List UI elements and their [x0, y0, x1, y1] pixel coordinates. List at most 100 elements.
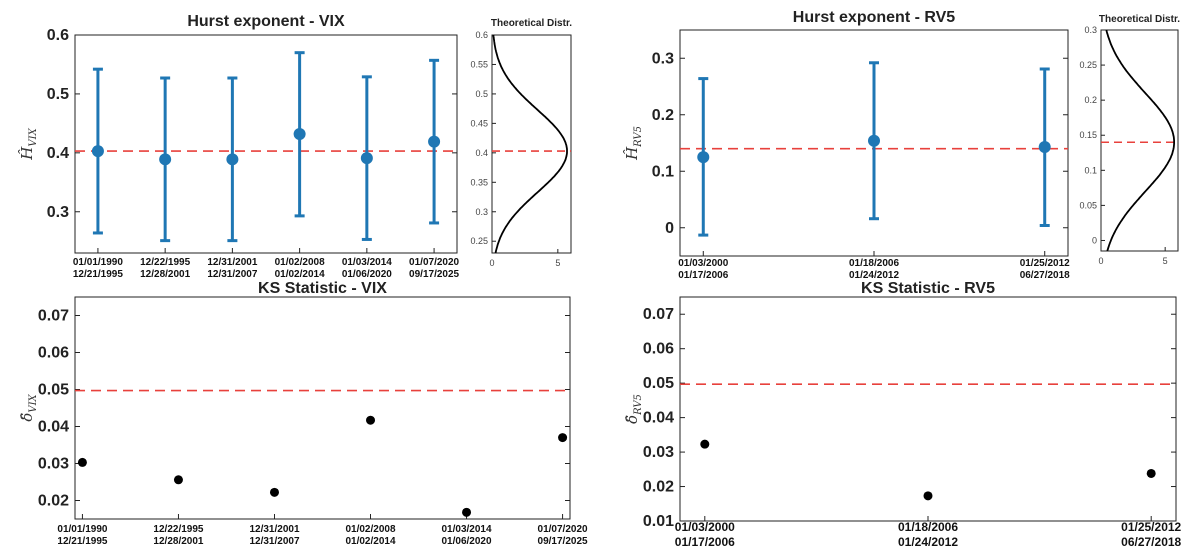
x-tick-label-start: 01/01/1990 — [57, 524, 107, 535]
chart-theoretical-distribution: Theoretical Distr.0.3 0.25 0.2 0.15 0.1 0.05 0… — [1079, 14, 1180, 266]
data-point — [697, 151, 710, 164]
x-tick-label-start: 01/07/2020 — [538, 524, 588, 535]
y-tick-label: 0.6 — [47, 27, 69, 44]
y-tick-label: 0.45 — [470, 118, 488, 128]
x-tick-label: 5 — [555, 258, 560, 268]
x-tick-label-start: 01/25/2012 — [1020, 258, 1070, 269]
x-tick-label-start: 01/02/2008 — [275, 257, 325, 268]
x-tick-label-start: 01/25/2012 — [1121, 520, 1181, 534]
x-tick-label-end: 12/28/2001 — [153, 536, 203, 547]
x-tick-label-start: 01/07/2020 — [409, 257, 459, 268]
y-axis-label-main: Ĥ — [18, 146, 36, 161]
y-tick-label: 0.3 — [652, 50, 674, 67]
x-tick-label-end: 12/28/2001 — [140, 269, 190, 280]
x-tick-label-end: 01/02/2014 — [345, 536, 395, 547]
data-point — [868, 134, 880, 147]
plot-frame — [74, 296, 571, 520]
data-point — [1038, 140, 1051, 153]
y-tick-label: 0.02 — [38, 493, 69, 510]
x-tick-label-start: 01/03/2000 — [678, 258, 728, 269]
x-tick-label-end: 06/27/2018 — [1121, 535, 1181, 549]
y-tick-label: 0.4 — [475, 148, 488, 158]
x-tick-label-start: 01/01/1990 — [73, 257, 123, 268]
x-tick-label-end: 09/17/2025 — [538, 536, 588, 547]
x-tick-label-start: 01/18/2006 — [898, 520, 958, 534]
chart-title: Hurst exponent - RV5 — [793, 9, 956, 26]
y-tick-label: 0.25 — [470, 236, 488, 246]
data-point — [700, 439, 710, 449]
x-tick-label-end: 01/02/2014 — [275, 269, 325, 280]
y-tick-label: 0.3 — [475, 207, 488, 217]
y-tick-label: 0.15 — [1079, 130, 1097, 140]
data-point — [1146, 468, 1156, 478]
chart-title: Hurst exponent - VIX — [187, 13, 345, 30]
y-tick-label: 0.2 — [652, 107, 674, 124]
y-axis-label: ĤRV5 — [623, 126, 644, 161]
data-point — [558, 433, 568, 443]
data-point — [293, 127, 306, 140]
chart-title: Theoretical Distr. — [1099, 14, 1180, 25]
chart-title: KS Statistic - VIX — [258, 280, 387, 297]
y-axis-label-subscript: RV5 — [633, 394, 644, 416]
y-tick-label: 0.05 — [643, 375, 674, 392]
x-tick-label-end: 12/31/2007 — [249, 536, 299, 547]
y-axis-label-main: δ̂ — [18, 413, 36, 422]
y-axis-label-subscript: VIX — [28, 393, 39, 412]
x-tick-label-end: 06/27/2018 — [1020, 270, 1070, 281]
x-tick-label-start: 01/03/2000 — [675, 520, 735, 534]
y-axis-label-subscript: VIX — [28, 127, 39, 146]
x-tick-label-start: 12/31/2001 — [207, 257, 257, 268]
x-tick-label: 0 — [489, 258, 494, 268]
y-axis-label-main: Ĥ — [623, 146, 641, 161]
y-axis-label: ĤVIX — [18, 127, 39, 160]
x-tick-label-end: 09/17/2025 — [409, 269, 459, 280]
data-point — [226, 153, 239, 166]
y-tick-label: 0.05 — [38, 382, 69, 399]
y-tick-label: 0.1 — [652, 163, 674, 180]
data-point — [159, 153, 172, 166]
y-tick-label: 0.6 — [475, 30, 488, 40]
x-tick-label-end: 01/24/2012 — [849, 270, 899, 281]
y-tick-label: 0.55 — [470, 59, 488, 69]
data-point — [91, 145, 104, 158]
x-tick-label-start: 01/18/2006 — [849, 258, 899, 269]
data-point — [462, 507, 472, 517]
plot-frame — [1100, 29, 1179, 252]
data-point — [428, 135, 441, 148]
x-tick-label-start: 12/22/1995 — [140, 257, 190, 268]
x-tick-label-end: 01/17/2006 — [678, 270, 728, 281]
y-axis-label-main: δ̂ — [623, 415, 641, 424]
x-tick-label-end: 12/31/2007 — [207, 269, 257, 280]
chart-ks-statistic-vix: KS Statistic - VIX 0.07 0.06 0.05 0.04 0.03 0.… — [18, 280, 588, 547]
x-tick-label-end: 12/21/1995 — [73, 269, 123, 280]
chart-title: Theoretical Distr. — [491, 18, 572, 29]
data-point — [173, 475, 183, 485]
data-point — [923, 491, 933, 501]
y-tick-label: 0.07 — [38, 308, 69, 325]
x-tick-label-start: 01/03/2014 — [442, 524, 492, 535]
plot-frame — [74, 34, 458, 254]
density-curve — [492, 34, 568, 254]
x-tick-label-start: 01/02/2008 — [345, 524, 395, 535]
chart-hurst-exponent-vix: Hurst exponent - VIX 0.6 0.5 0.4 0.3 01/01/19… — [18, 13, 460, 280]
y-tick-label: 0.03 — [643, 444, 674, 461]
y-tick-label: 0.35 — [470, 177, 488, 187]
data-point — [269, 487, 279, 497]
y-tick-label: 0.05 — [1079, 200, 1097, 210]
y-tick-label: 0.06 — [643, 341, 674, 358]
y-tick-label: 0.03 — [38, 456, 69, 473]
x-tick-label-end: 01/17/2006 — [675, 535, 735, 549]
x-tick-label-end: 12/21/1995 — [57, 536, 107, 547]
density-curve — [1105, 29, 1175, 252]
x-tick-label-end: 01/24/2012 — [898, 535, 958, 549]
y-tick-label: 0.5 — [475, 89, 488, 99]
chart-theoretical-distribution: Theoretical Distr.0.60.550.50.450.40.350… — [470, 18, 572, 268]
y-tick-label: 0.04 — [643, 410, 674, 427]
y-tick-label: 0.1 — [1084, 165, 1097, 175]
plot-frame — [491, 34, 572, 254]
chart-title: KS Statistic - RV5 — [861, 280, 995, 297]
y-tick-label: 0.25 — [1079, 60, 1097, 70]
data-point — [360, 152, 373, 165]
chart-ks-statistic-rv5: KS Statistic - RV5 0.07 0.06 0.05 0.04 0.03 0.… — [623, 280, 1182, 549]
y-axis-label-subscript: RV5 — [633, 126, 644, 148]
